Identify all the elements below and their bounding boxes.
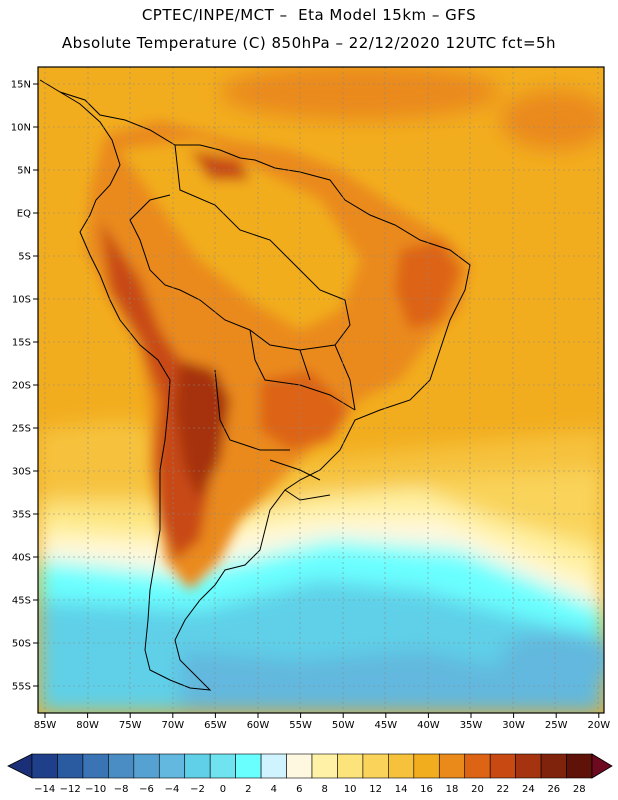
colorbar-label: 12 — [369, 784, 382, 795]
colorbar-label: 20 — [471, 784, 484, 795]
lon-label: 30W — [502, 720, 525, 731]
lon-label: 75W — [119, 720, 142, 731]
colorbar-label: 2 — [245, 784, 251, 795]
colorbar-swatch — [515, 753, 542, 779]
lon-label: 65W — [204, 720, 227, 731]
latitude-axis: 15N 10N 5N EQ 5S 10S 15S 20S 25S 30S 35S 40S 45S 50S 5… — [11, 80, 38, 693]
lat-label: 30S — [12, 467, 31, 478]
colorbar-swatch — [464, 753, 491, 779]
lon-label: 45W — [374, 720, 397, 731]
colorbar-swatch — [31, 753, 58, 779]
lon-label: 20W — [587, 720, 610, 731]
lon-label: 40W — [417, 720, 440, 731]
colorbar-swatch — [311, 753, 338, 779]
colorbar-over-arrow — [591, 753, 613, 779]
colorbar-swatch — [566, 753, 593, 779]
colorbar-swatch — [286, 753, 313, 779]
colorbar-swatch — [133, 753, 160, 779]
colorbar-label: −2 — [190, 784, 205, 795]
map-title-line2: Absolute Temperature (C) 850hPa – 22/12/… — [61, 34, 557, 52]
lat-label: 50S — [12, 639, 31, 650]
colorbar-label: 4 — [271, 784, 277, 795]
longitude-axis: 85W 80W 75W 70W 65W 60W 55W 50W 45W 40W 35W 30W 25W 2… — [34, 713, 610, 731]
colorbar: −14 −12 −10 −8 −6 −4 −2 0 2 4 6 8 10 12 14 16 18 20 22 24 26… — [7, 753, 613, 795]
colorbar-swatch — [184, 753, 211, 779]
lat-label: 20S — [12, 381, 31, 392]
colorbar-label: −8 — [114, 784, 129, 795]
lon-label: 60W — [247, 720, 270, 731]
lon-label: 70W — [161, 720, 184, 731]
colorbar-label: 16 — [420, 784, 433, 795]
colorbar-label: 26 — [547, 784, 560, 795]
lat-label: 55S — [12, 682, 31, 693]
colorbar-label: 0 — [220, 784, 226, 795]
lon-label: 25W — [545, 720, 568, 731]
lat-label: 25S — [12, 424, 31, 435]
lon-label: 50W — [332, 720, 355, 731]
temperature-field — [38, 67, 604, 713]
colorbar-swatch — [337, 753, 364, 779]
lat-label: 15S — [12, 338, 31, 349]
colorbar-swatch — [540, 753, 567, 779]
colorbar-label: −10 — [85, 784, 106, 795]
colorbar-label: −14 — [34, 784, 55, 795]
colorbar-swatch — [489, 753, 516, 779]
colorbar-swatch — [260, 753, 287, 779]
colorbar-label: 18 — [446, 784, 459, 795]
colorbar-swatch — [209, 753, 236, 779]
coastlines — [39, 79, 471, 691]
lon-label: 85W — [34, 720, 57, 731]
colorbar-swatch — [413, 753, 440, 779]
colorbar-swatch — [108, 753, 135, 779]
colorbar-swatch — [388, 753, 415, 779]
colorbar-label: 22 — [497, 784, 510, 795]
colorbar-label: −4 — [165, 784, 180, 795]
lon-label: 80W — [76, 720, 99, 731]
lat-label: 45S — [12, 596, 31, 607]
colorbar-label: −6 — [139, 784, 154, 795]
colorbar-swatch — [235, 753, 262, 779]
colorbar-swatch — [82, 753, 109, 779]
graticule — [38, 67, 604, 713]
lat-label: 5S — [18, 252, 31, 263]
lon-label: 55W — [289, 720, 312, 731]
colorbar-swatch — [57, 753, 84, 779]
lon-label: 35W — [460, 720, 483, 731]
colorbar-label: 6 — [296, 784, 302, 795]
colorbar-label: 14 — [395, 784, 408, 795]
lat-label: 15N — [11, 80, 31, 91]
colorbar-swatch — [438, 753, 466, 779]
colorbar-label: 10 — [344, 784, 357, 795]
colorbar-under-arrow — [7, 753, 33, 779]
colorbar-swatch — [362, 753, 389, 779]
map-frame — [37, 66, 605, 714]
lat-label: 10S — [12, 295, 31, 306]
colorbar-label: 28 — [573, 784, 586, 795]
colorbar-swatch — [158, 753, 186, 779]
lat-label: 5N — [17, 166, 31, 177]
map-title-line1: CPTEC/INPE/MCT – Eta Model 15km – GFS — [141, 6, 477, 24]
colorbar-label: −12 — [60, 784, 81, 795]
colorbar-label: 8 — [322, 784, 328, 795]
colorbar-label: 24 — [522, 784, 535, 795]
lat-label: 35S — [12, 510, 31, 521]
lat-label: 10N — [11, 123, 31, 134]
lat-label: 40S — [12, 553, 31, 564]
lat-label: EQ — [17, 209, 31, 220]
